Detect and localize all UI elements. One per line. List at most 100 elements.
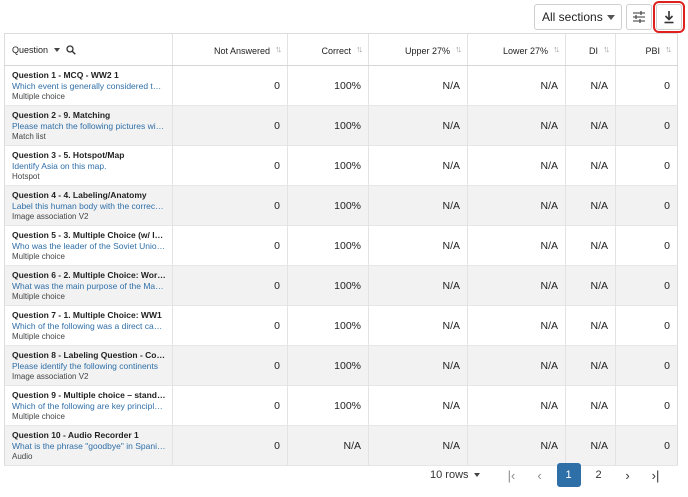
question-cell: Question 2 - 9. Matching Please match the…	[4, 105, 173, 146]
pbi-cell: 0	[615, 65, 678, 106]
page-button-2[interactable]: 2	[595, 469, 602, 481]
rows-per-page-select[interactable]: 10 rows	[430, 469, 480, 481]
chevron-down-icon[interactable]	[54, 47, 61, 52]
column-header-upper-27[interactable]: Upper 27% ↑↓	[368, 33, 468, 66]
table-row[interactable]: Question 10 - Audio Recorder 1 What is th…	[4, 425, 678, 466]
pagination: 10 rows |‹ ‹ 1 2 › ›|	[430, 462, 670, 488]
sort-icon[interactable]: ↑↓	[665, 43, 672, 54]
question-prompt-link[interactable]: Which event is generally considered the …	[12, 80, 166, 91]
upper-27-cell: N/A	[368, 265, 468, 306]
column-header-lower-27[interactable]: Lower 27% ↑↓	[467, 33, 566, 66]
not-answered-cell: 0	[172, 425, 288, 466]
correct-cell: 100%	[287, 145, 369, 186]
chevron-left-icon: ‹	[537, 467, 542, 483]
question-type: Image association V2	[12, 371, 89, 381]
question-title: Question 10 - Audio Recorder 1	[12, 429, 139, 440]
sort-icon[interactable]: ↑↓	[275, 43, 282, 54]
not-answered-cell: 0	[172, 105, 288, 146]
pbi-cell: 0	[615, 185, 678, 226]
upper-27-cell: N/A	[368, 145, 468, 186]
first-page-button[interactable]: |‹	[498, 463, 526, 487]
di-cell: N/A	[565, 305, 616, 346]
column-header-label: Lower 27%	[502, 45, 548, 56]
rows-per-page-label: 10 rows	[430, 469, 469, 481]
section-select-value: All sections	[542, 10, 603, 24]
section-select[interactable]: All sections	[534, 4, 622, 30]
di-cell: N/A	[565, 65, 616, 106]
pbi-cell: 0	[615, 265, 678, 306]
question-prompt-link[interactable]: What was the main purpose of the Marshal…	[12, 280, 166, 291]
column-settings-button[interactable]	[626, 4, 652, 30]
upper-27-cell: N/A	[368, 425, 468, 466]
next-page-button[interactable]: ›	[614, 463, 642, 487]
sort-icon[interactable]: ↑↓	[356, 43, 363, 54]
search-icon[interactable]	[66, 44, 76, 55]
table-row[interactable]: Question 6 - 2. Multiple Choice: World W…	[4, 265, 678, 306]
question-prompt-link[interactable]: Label this human body with the correct t…	[12, 200, 166, 211]
pbi-cell: 0	[615, 105, 678, 146]
upper-27-cell: N/A	[368, 305, 468, 346]
not-answered-cell: 0	[172, 305, 288, 346]
column-header-label: PBI	[645, 45, 660, 56]
question-prompt-link[interactable]: Who was the leader of the Soviet Union d…	[12, 240, 166, 251]
table-row[interactable]: Question 2 - 9. Matching Please match the…	[4, 105, 678, 146]
table-row[interactable]: Question 1 - MCQ - WW2 1 Which event is g…	[4, 65, 678, 106]
question-type: Match list	[12, 131, 46, 141]
column-header-correct[interactable]: Correct ↑↓	[287, 33, 369, 66]
not-answered-cell: 0	[172, 145, 288, 186]
table-row[interactable]: Question 8 - Labeling Question - Contine…	[4, 345, 678, 386]
last-page-button[interactable]: ›|	[642, 463, 670, 487]
upper-27-cell: N/A	[368, 105, 468, 146]
correct-cell: 100%	[287, 65, 369, 106]
question-title: Question 1 - MCQ - WW2 1	[12, 69, 119, 80]
question-cell: Question 8 - Labeling Question - Contine…	[4, 345, 173, 386]
chevron-down-icon	[607, 14, 615, 20]
question-cell: Question 7 - 1. Multiple Choice: WW1 Whic…	[4, 305, 173, 346]
column-header-question[interactable]: Question	[4, 33, 173, 66]
table-row[interactable]: Question 9 - Multiple choice – standard …	[4, 385, 678, 426]
download-button[interactable]	[653, 1, 685, 33]
question-prompt-link[interactable]: Please match the following pictures with…	[12, 120, 166, 131]
question-cell: Question 6 - 2. Multiple Choice: World W…	[4, 265, 173, 306]
question-prompt-link[interactable]: Please identify the following continents	[12, 360, 159, 371]
question-title: Question 3 - 5. Hotspot/Map	[12, 149, 125, 160]
question-cell: Question 5 - 3. Multiple Choice (w/ Imag…	[4, 225, 173, 266]
di-cell: N/A	[565, 185, 616, 226]
chevron-down-icon	[473, 473, 480, 477]
question-prompt-link[interactable]: Which of the following are key principle…	[12, 400, 166, 411]
table-row[interactable]: Question 4 - 4. Labeling/Anatomy Label th…	[4, 185, 678, 226]
upper-27-cell: N/A	[368, 385, 468, 426]
not-answered-cell: 0	[172, 185, 288, 226]
pbi-cell: 0	[615, 305, 678, 346]
question-title: Question 7 - 1. Multiple Choice: WW1	[12, 309, 162, 320]
di-cell: N/A	[565, 145, 616, 186]
question-prompt-link[interactable]: What is the phrase "goodbye" in Spanish?	[12, 440, 166, 451]
question-prompt-link[interactable]: Which of the following was a direct caus…	[12, 320, 166, 331]
column-header-pbi[interactable]: PBI ↑↓	[615, 33, 678, 66]
question-title: Question 8 - Labeling Question - Contine…	[12, 349, 166, 360]
correct-cell: 100%	[287, 105, 369, 146]
sort-icon[interactable]: ↑↓	[553, 43, 560, 54]
question-title: Question 5 - 3. Multiple Choice (w/ Imag…	[12, 229, 166, 240]
last-page-icon: ›|	[651, 467, 660, 483]
table-row[interactable]: Question 5 - 3. Multiple Choice (w/ Imag…	[4, 225, 678, 266]
previous-page-button[interactable]: ‹	[526, 463, 554, 487]
sort-icon[interactable]: ↑↓	[603, 43, 610, 54]
column-header-not-answered[interactable]: Not Answered ↑↓	[172, 33, 288, 66]
question-cell: Question 1 - MCQ - WW2 1 Which event is g…	[4, 65, 173, 106]
di-cell: N/A	[565, 265, 616, 306]
table-row[interactable]: Question 7 - 1. Multiple Choice: WW1 Whic…	[4, 305, 678, 346]
correct-cell: 100%	[287, 385, 369, 426]
table-row[interactable]: Question 3 - 5. Hotspot/Map Identify Asia…	[4, 145, 678, 186]
question-prompt-link[interactable]: Identify Asia on this map.	[12, 160, 107, 171]
lower-27-cell: N/A	[467, 425, 566, 466]
question-type: Audio	[12, 451, 33, 461]
lower-27-cell: N/A	[467, 145, 566, 186]
column-header-di[interactable]: DI ↑↓	[565, 33, 616, 66]
sort-icon[interactable]: ↑↓	[455, 43, 462, 54]
page-button-1[interactable]: 1	[556, 463, 581, 487]
upper-27-cell: N/A	[368, 185, 468, 226]
upper-27-cell: N/A	[368, 65, 468, 106]
lower-27-cell: N/A	[467, 265, 566, 306]
pbi-cell: 0	[615, 225, 678, 266]
